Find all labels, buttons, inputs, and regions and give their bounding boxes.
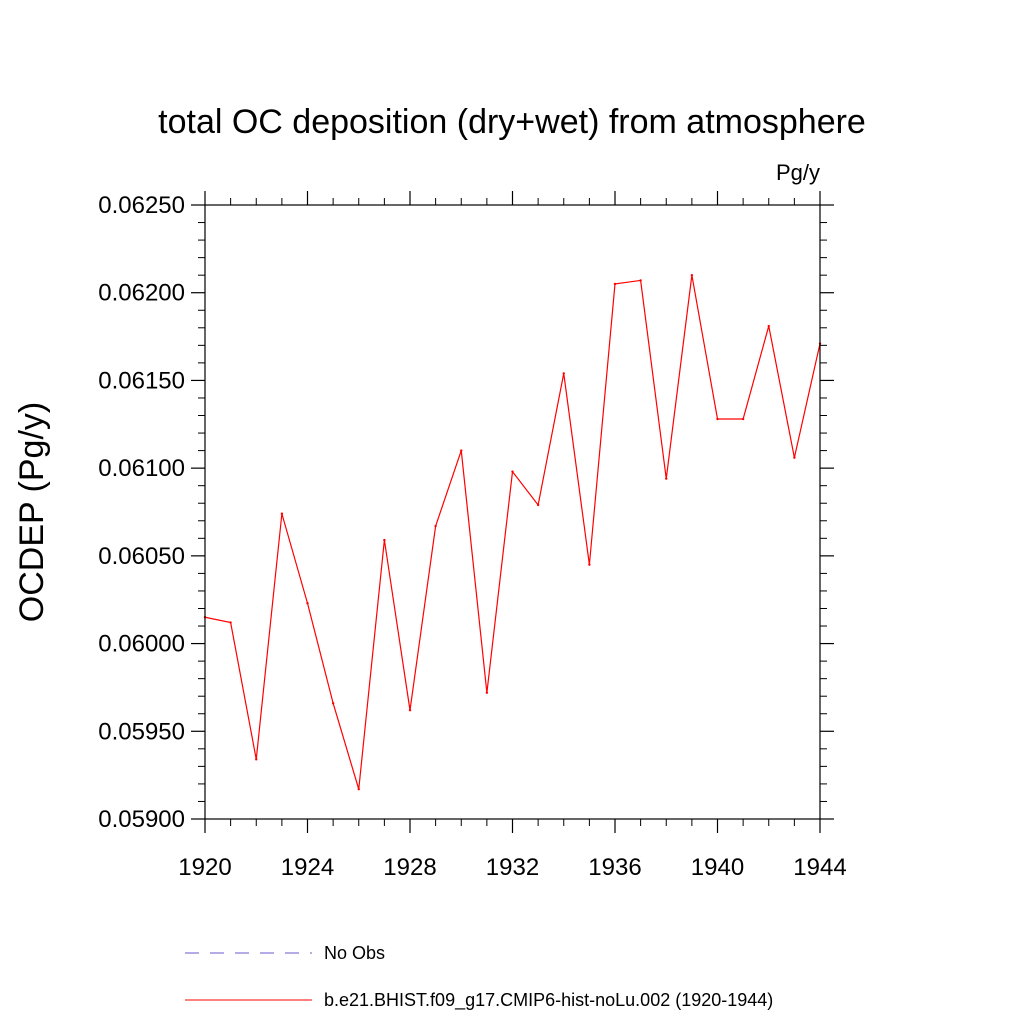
data-point (690, 273, 694, 277)
y-tick-label: 0.06150 (98, 367, 185, 394)
data-point (665, 477, 668, 480)
data-point (741, 417, 745, 421)
y-tick-label: 0.05900 (98, 806, 185, 833)
data-point (716, 417, 719, 421)
data-point (511, 470, 514, 473)
data-point (434, 524, 437, 528)
y-tick-label: 0.05950 (98, 718, 185, 745)
x-tick-label: 1928 (383, 854, 436, 881)
data-point (408, 709, 412, 712)
data-point (793, 456, 796, 459)
x-tick-label: 1932 (486, 854, 539, 881)
data-point (280, 512, 284, 515)
x-tick-label: 1944 (793, 854, 846, 881)
units-label: Pg/y (776, 160, 820, 185)
tick-labels: 0.05900 0.05950 0.06000 0.06050 0.06100 0.061… (98, 192, 846, 881)
x-tick-label: 1924 (281, 854, 334, 881)
data-point (357, 787, 360, 791)
y-tick-label: 0.06050 (98, 543, 185, 570)
y-tick-label: 0.06250 (98, 192, 185, 219)
y-tick-label: 0.06100 (98, 455, 185, 482)
axis-ticks (191, 191, 834, 833)
series-layer (203, 273, 822, 791)
y-tick-label: 0.06000 (98, 631, 185, 658)
data-point (331, 702, 335, 705)
x-tick-label: 1936 (588, 854, 641, 881)
plot-frame (204, 204, 821, 820)
data-point (306, 602, 309, 605)
chart-title: total OC deposition (dry+wet) from atmos… (158, 103, 866, 141)
y-axis-label: OCDEP (Pg/y) (13, 402, 51, 622)
data-point (229, 621, 232, 624)
data-point (255, 758, 258, 761)
data-point (383, 538, 386, 542)
legend: No Obs b.e21.BHIST.f09_g17.CMIP6-hist-no… (185, 943, 773, 1011)
x-tick-label: 1940 (691, 854, 744, 881)
legend-label-no-obs: No Obs (324, 943, 385, 963)
data-point (767, 324, 770, 328)
data-point (588, 563, 591, 566)
series-line (204, 275, 821, 790)
data-point (613, 282, 617, 286)
data-point (485, 691, 489, 694)
x-tick-label: 1920 (178, 854, 231, 881)
y-tick-label: 0.06200 (98, 280, 185, 307)
legend-label-hist-nolu: b.e21.BHIST.f09_g17.CMIP6-hist-noLu.002 … (324, 990, 773, 1011)
data-point (460, 449, 463, 452)
data-point (562, 372, 565, 375)
data-point (639, 279, 642, 282)
data-point (536, 503, 540, 507)
